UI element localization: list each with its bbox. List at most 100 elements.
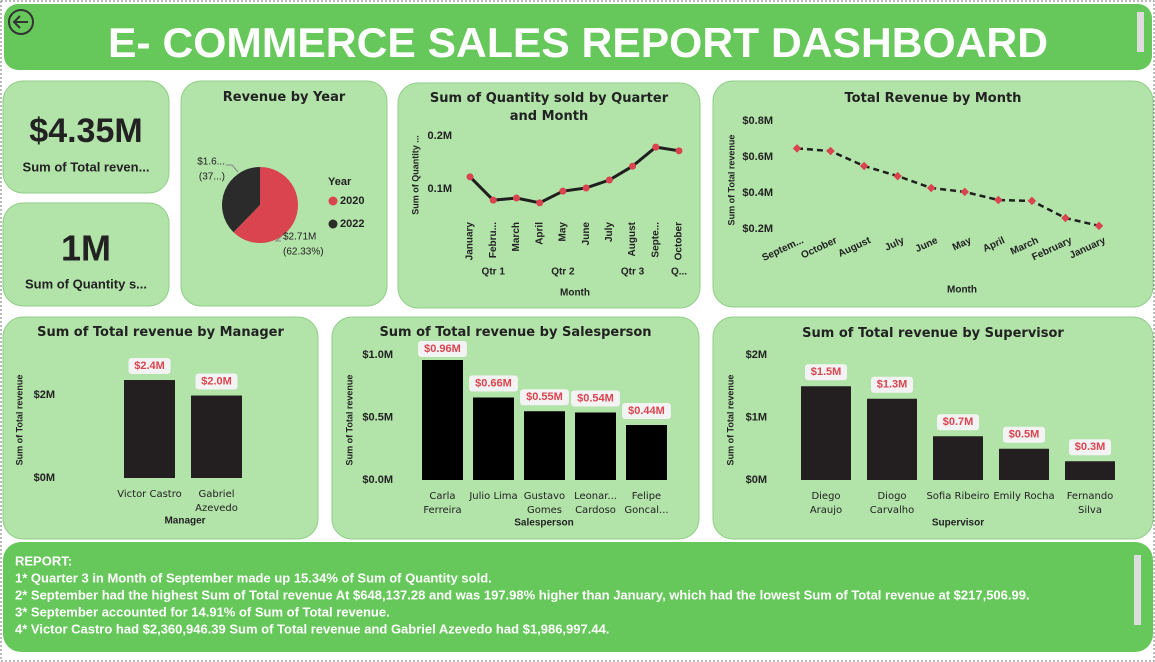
data-label-bg — [195, 373, 238, 390]
x-tick-label-box: Emily Rocha — [993, 491, 1055, 502]
legend-label: 2022 — [340, 218, 364, 230]
bar — [626, 425, 667, 480]
data-label: $1.3M — [877, 379, 908, 391]
chart-title: Sum of Total revenue by Manager — [37, 325, 284, 340]
report-title: REPORT: — [15, 553, 72, 568]
header-bar — [4, 4, 1152, 70]
marker — [466, 173, 474, 181]
kpi-label: Sum of Quantity s... — [25, 276, 147, 291]
legend-label: 2020 — [340, 195, 364, 207]
bar — [1065, 461, 1115, 480]
chart-title: Total Revenue by Month — [844, 91, 1022, 106]
data-label-bg — [418, 341, 467, 357]
x-tick-label-box: Leonar... Cardoso — [574, 491, 617, 516]
bar — [933, 436, 983, 480]
x-tick-label: July — [604, 222, 615, 242]
x-tick-label: Septe... — [650, 222, 661, 258]
x-tick-label: May — [558, 222, 569, 242]
back-button[interactable] — [8, 9, 34, 35]
chart-card — [712, 80, 1154, 308]
x-tick-label: Diego Araujo — [809, 491, 843, 516]
quarter-label: Qtr 3 — [621, 267, 645, 278]
y-tick-label: 0.2M — [428, 130, 452, 142]
x-axis-label: Manager — [164, 516, 205, 527]
marker — [512, 194, 520, 202]
report-line: 4* Victor Castro had $2,360,946.39 Sum o… — [15, 621, 609, 636]
x-tick-label: June — [581, 222, 592, 246]
leader-line — [274, 235, 283, 242]
y-tick-label: $0M — [746, 474, 767, 486]
data-label: $0.7M — [943, 416, 974, 428]
x-tick-label: August — [627, 221, 638, 256]
x-tick-label: Sofia Ribeiro — [926, 491, 990, 502]
y-tick-label: $0.5M — [362, 411, 393, 423]
y-tick-label: $0.4M — [742, 187, 773, 199]
bar — [473, 397, 514, 480]
chart-card — [397, 82, 701, 309]
chart-title-box: Revenue by Year — [222, 90, 346, 105]
report-line: 1* Quarter 3 in Month of September made … — [15, 570, 492, 585]
data-label: (62.33%) — [283, 247, 324, 258]
data-label: $1.5M — [811, 366, 842, 378]
y-tick-label: $0M — [34, 472, 55, 484]
kpi-card — [2, 80, 170, 194]
chart-title-box: Sum of Total revenue by Salesperson — [379, 325, 652, 340]
chart-title: Revenue by Year — [222, 90, 346, 105]
y-tick-label: $0.0M — [362, 474, 393, 486]
data-label-bg — [622, 403, 671, 419]
kpi-value: $4.35M — [29, 112, 142, 150]
x-tick-label: Gustavo Gomes — [523, 491, 566, 516]
data-label-bg — [469, 375, 518, 392]
marker — [605, 176, 613, 184]
x-tick-label: March — [511, 222, 522, 251]
x-tick-label: Julio Lima — [469, 491, 518, 502]
legend-swatch — [328, 196, 338, 206]
x-tick-label: Emily Rocha — [993, 491, 1055, 502]
x-tick-label-box: Fernando Silva — [1066, 491, 1114, 516]
x-tick-label: Leonar... Cardoso — [574, 491, 617, 516]
data-label: $1.6... — [197, 157, 225, 168]
x-tick-label-box: Felipe Goncal... — [624, 491, 668, 516]
legend-title: Year — [328, 176, 352, 188]
x-tick-label: January — [465, 222, 476, 261]
x-tick-label-box: Diego Araujo — [809, 491, 843, 516]
scrollbar[interactable] — [1134, 555, 1141, 625]
x-tick-label: Fernando Silva — [1066, 491, 1114, 516]
report-panel — [3, 542, 1153, 652]
chart-title: Sum of Quantity sold by Quarter and Mont… — [429, 91, 669, 124]
x-axis-label: Month — [560, 288, 590, 299]
y-tick-label: $1.0M — [362, 349, 393, 361]
data-label: $2.0M — [201, 375, 232, 387]
data-label: $0.96M — [424, 343, 461, 355]
x-tick-label-box: Diogo Carvalho — [870, 491, 915, 516]
pie-slice — [233, 167, 298, 243]
marker — [675, 147, 683, 155]
data-label: $0.54M — [577, 392, 614, 404]
bar — [124, 380, 175, 478]
bar — [801, 386, 851, 480]
y-axis-label: Sum of Quantity ... — [410, 135, 420, 215]
data-label-bg — [571, 390, 620, 407]
x-tick-label-box: Julio Lima — [469, 491, 518, 502]
data-label-bg — [1069, 439, 1111, 456]
x-axis-label: Month — [947, 285, 977, 296]
leader-line — [226, 164, 239, 173]
y-tick-label: $1M — [746, 411, 767, 423]
data-label-bg — [871, 376, 913, 393]
marker — [629, 162, 637, 170]
y-axis-label: Sum of Total revenue — [14, 375, 24, 466]
marker — [536, 199, 544, 207]
scrollbar[interactable] — [1137, 12, 1144, 52]
y-tick-label: 0.1M — [428, 183, 452, 195]
data-label: $0.3M — [1075, 441, 1106, 453]
chart-title: Sum of Total revenue by Salesperson — [379, 325, 652, 340]
x-tick-label-box: Carla Ferreira — [423, 491, 461, 516]
legend-swatch — [328, 219, 338, 229]
report-line: 2* September had the highest Sum of Tota… — [15, 587, 1030, 602]
y-axis-label: Sum of Total revenue — [344, 375, 354, 466]
bar — [422, 360, 463, 480]
x-tick-label-box: Gustavo Gomes — [523, 491, 566, 516]
marker — [582, 184, 590, 192]
